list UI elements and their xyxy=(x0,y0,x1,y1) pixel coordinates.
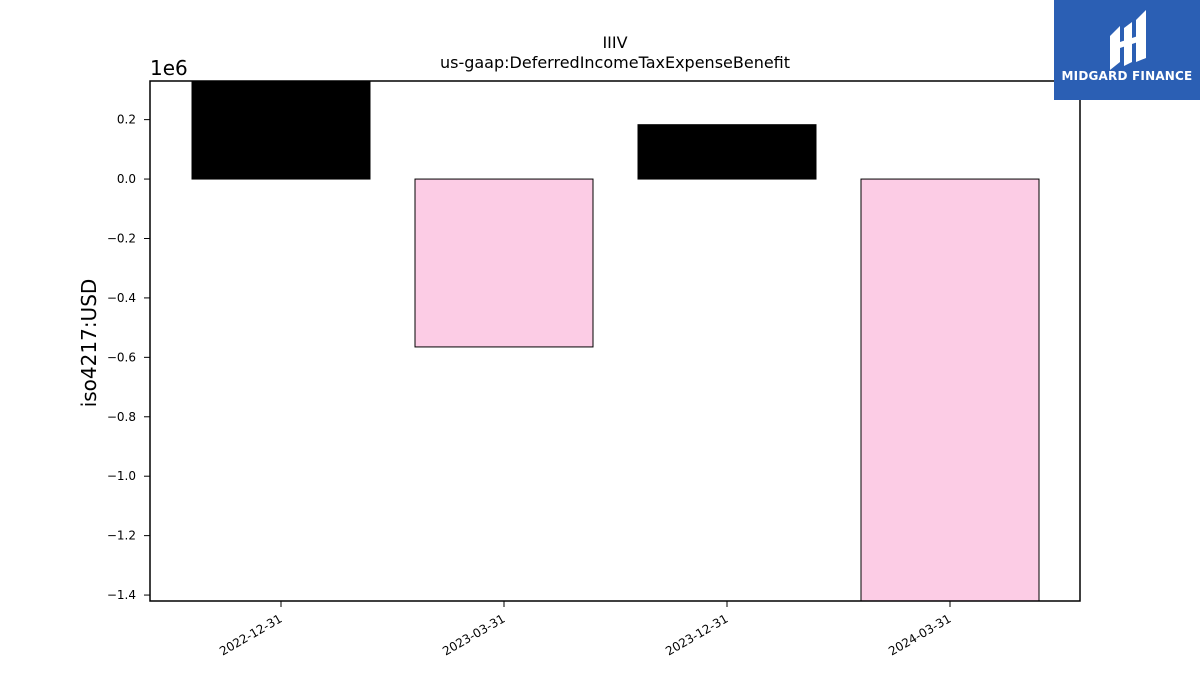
plot-frame xyxy=(149,80,1081,602)
chart-title: IIIV xyxy=(602,33,627,52)
midgard-logo-icon xyxy=(1110,10,1146,70)
x-tick-label-2022-12-31: 2022-12-31 xyxy=(217,611,284,658)
y-axis-label: iso4217:USD xyxy=(77,279,101,408)
y-tick-label: −1.2 xyxy=(107,529,136,543)
y-tick-label: −0.2 xyxy=(107,231,136,245)
y-ticks-group: 0.2 0.0 −0.2 −0.4 −0.6 −0.8 −1.0 −1.2 −1.4 xyxy=(107,113,150,602)
bars-group xyxy=(191,80,1040,602)
y-scale-label: 1e6 xyxy=(150,56,188,80)
y-tick-label: −1.0 xyxy=(107,469,136,483)
y-tick-label: 0.0 xyxy=(117,172,136,186)
y-tick-label: −0.4 xyxy=(107,291,136,305)
y-tick-label: 0.2 xyxy=(117,113,136,127)
x-tick-label-2024-03-31: 2024-03-31 xyxy=(886,611,953,658)
logo-text: MIDGARD FINANCE xyxy=(1061,69,1193,83)
y-tick-label: −0.6 xyxy=(107,350,136,364)
y-tick-label: −1.4 xyxy=(107,588,136,602)
chart-subtitle: us-gaap:DeferredIncomeTaxExpenseBenefit xyxy=(440,53,790,72)
midgard-finance-logo: MIDGARD FINANCE xyxy=(1054,0,1200,100)
y-tick-label: −0.8 xyxy=(107,410,136,424)
x-tick-label-2023-03-31: 2023-03-31 xyxy=(440,611,507,658)
bar-2024-03-31 xyxy=(860,178,1040,602)
x-ticks-group: 2022-12-31 2023-03-31 2023-12-31 2024-03-31 xyxy=(217,601,954,658)
x-tick-label-2023-12-31: 2023-12-31 xyxy=(663,611,730,658)
bar-2022-12-31 xyxy=(191,80,371,180)
bar-2023-12-31 xyxy=(637,124,817,180)
bar-2023-03-31 xyxy=(414,178,594,348)
